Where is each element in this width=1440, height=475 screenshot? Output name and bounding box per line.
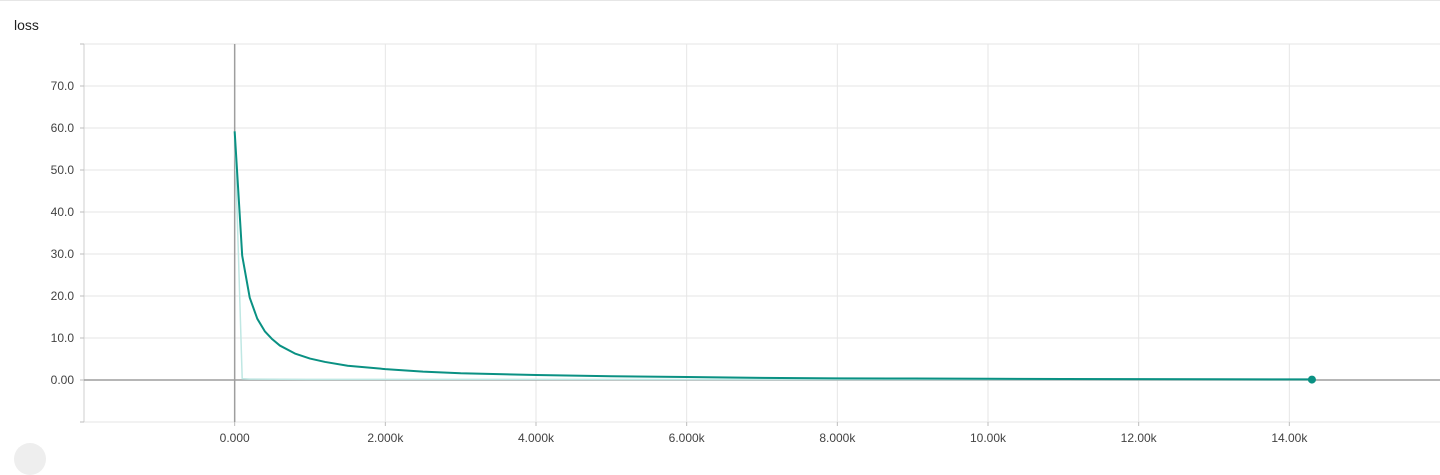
series: [233, 131, 1316, 384]
tick-labels: 0.00 10.0 20.0 30.0 40.0 50.0 60.0 70.0 0.000 2.0…: [51, 79, 1309, 445]
x-tick-label: 12.00k: [1121, 431, 1158, 445]
x-tick-label: 4.000k: [518, 431, 555, 445]
axes: [80, 43, 1440, 426]
y-tick-label: 30.0: [51, 247, 75, 261]
raw-series-line: [233, 131, 1312, 381]
smoothed-series-line: [233, 131, 1312, 381]
y-tick-label: 20.0: [51, 289, 75, 303]
y-tick-label: 60.0: [51, 121, 75, 135]
x-tick-label: 14.00k: [1271, 431, 1308, 445]
last-point-marker: [1307, 375, 1316, 384]
x-tick-label: 0.000: [220, 431, 250, 445]
y-tick-label: 40.0: [51, 205, 75, 219]
x-tick-label: 10.00k: [970, 431, 1007, 445]
chart-title: loss: [14, 17, 39, 33]
loss-chart[interactable]: 0.00 10.0 20.0 30.0 40.0 50.0 60.0 70.0 0.000 2.0…: [0, 0, 1440, 450]
expand-toggle-button[interactable]: [14, 443, 46, 475]
y-tick-label: 50.0: [51, 163, 75, 177]
top-divider: [0, 0, 1440, 1]
y-tick-label: 0.00: [51, 373, 75, 387]
y-tick-label: 70.0: [51, 79, 75, 93]
grid: [84, 43, 1440, 423]
y-tick-label: 10.0: [51, 331, 75, 345]
x-tick-label: 2.000k: [367, 431, 404, 445]
x-tick-label: 6.000k: [669, 431, 706, 445]
x-tick-label: 8.000k: [819, 431, 856, 445]
